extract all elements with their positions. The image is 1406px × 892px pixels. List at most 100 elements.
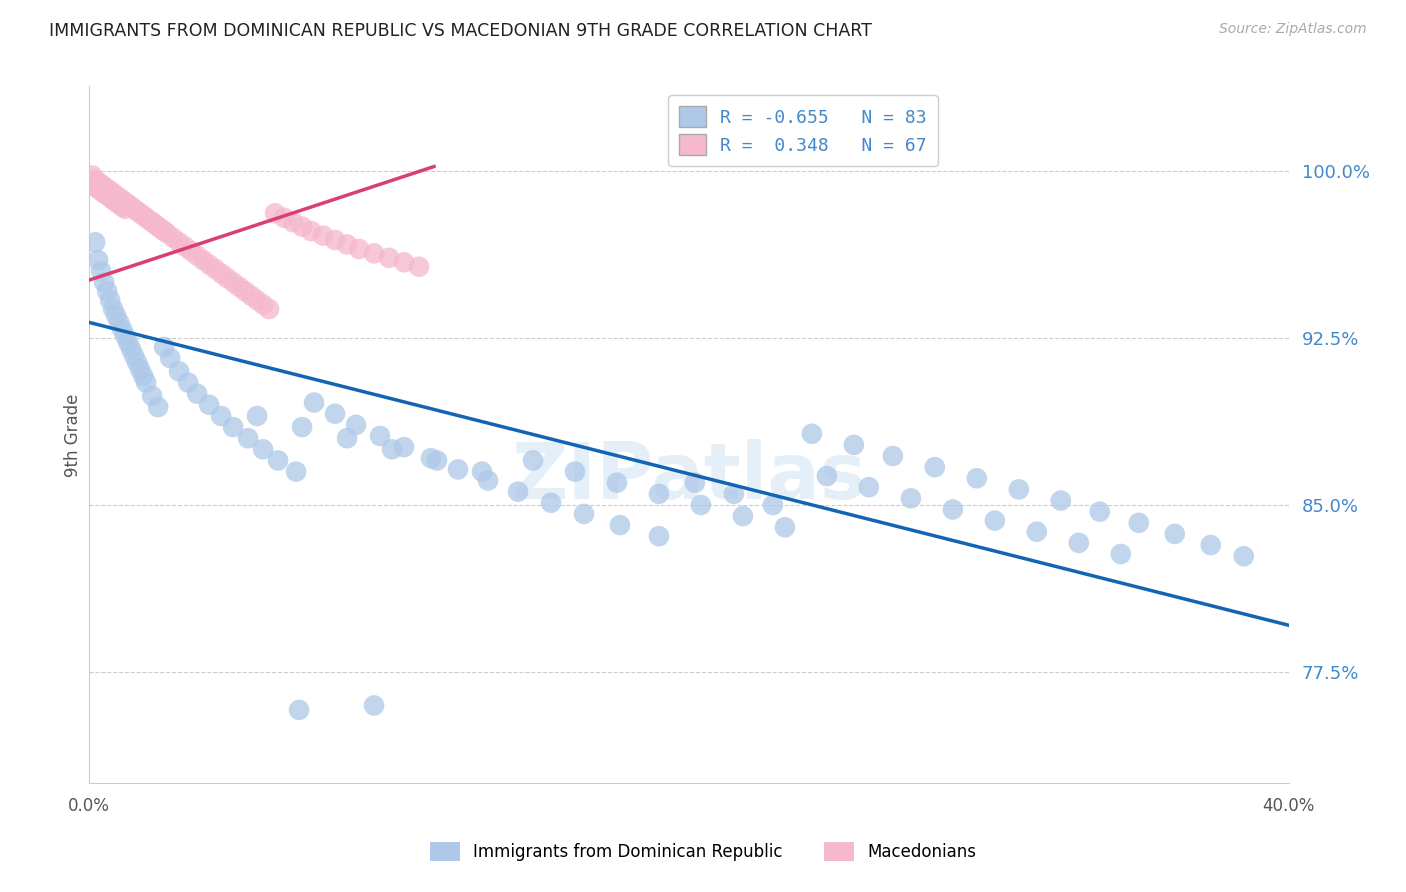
- Point: [336, 237, 359, 252]
- Point: [323, 407, 346, 421]
- Point: [723, 487, 745, 501]
- Point: [167, 235, 190, 250]
- Point: [127, 204, 149, 219]
- Point: [942, 502, 965, 516]
- Point: [138, 213, 160, 227]
- Point: [285, 465, 308, 479]
- Point: [257, 301, 280, 316]
- Text: ZIPatlas: ZIPatlas: [512, 439, 866, 515]
- Point: [132, 209, 155, 223]
- Point: [773, 520, 796, 534]
- Point: [108, 315, 131, 329]
- Point: [1128, 516, 1150, 530]
- Point: [127, 355, 149, 369]
- Point: [858, 480, 880, 494]
- Point: [264, 206, 287, 220]
- Point: [87, 182, 110, 196]
- Point: [273, 211, 295, 225]
- Point: [252, 297, 274, 311]
- Point: [122, 202, 145, 216]
- Point: [246, 293, 269, 307]
- Point: [363, 698, 385, 713]
- Point: [146, 400, 169, 414]
- Point: [984, 514, 1007, 528]
- Point: [1008, 483, 1031, 497]
- Point: [1067, 536, 1090, 550]
- Point: [114, 202, 136, 216]
- Point: [132, 368, 155, 383]
- Point: [1025, 524, 1047, 539]
- Point: [135, 376, 157, 390]
- Point: [240, 288, 263, 302]
- Point: [84, 179, 107, 194]
- Point: [288, 703, 311, 717]
- Point: [1199, 538, 1222, 552]
- Point: [800, 426, 823, 441]
- Point: [209, 409, 232, 423]
- Point: [291, 420, 314, 434]
- Point: [540, 496, 562, 510]
- Point: [815, 469, 838, 483]
- Point: [477, 474, 499, 488]
- Point: [90, 264, 112, 278]
- Text: Source: ZipAtlas.com: Source: ZipAtlas.com: [1219, 22, 1367, 37]
- Point: [98, 293, 121, 307]
- Point: [267, 453, 290, 467]
- Point: [114, 328, 136, 343]
- Point: [381, 442, 404, 457]
- Point: [564, 465, 586, 479]
- Point: [177, 376, 200, 390]
- Point: [233, 284, 256, 298]
- Point: [84, 235, 107, 250]
- Point: [924, 460, 946, 475]
- Point: [96, 188, 118, 202]
- Point: [336, 431, 359, 445]
- Point: [108, 191, 131, 205]
- Point: [98, 191, 121, 205]
- Point: [156, 227, 179, 241]
- Legend: Immigrants from Dominican Republic, Macedonians: Immigrants from Dominican Republic, Mace…: [423, 835, 983, 868]
- Point: [141, 389, 163, 403]
- Point: [228, 279, 250, 293]
- Point: [447, 462, 470, 476]
- Point: [186, 249, 208, 263]
- Point: [141, 215, 163, 229]
- Point: [111, 322, 134, 336]
- Point: [105, 188, 128, 202]
- Point: [87, 175, 110, 189]
- Point: [180, 244, 202, 259]
- Point: [209, 267, 232, 281]
- Point: [900, 491, 922, 506]
- Point: [246, 409, 269, 423]
- Point: [236, 431, 259, 445]
- Point: [117, 197, 139, 211]
- Point: [392, 440, 415, 454]
- Point: [302, 395, 325, 409]
- Point: [609, 518, 631, 533]
- Point: [506, 484, 529, 499]
- Point: [731, 509, 754, 524]
- Point: [162, 231, 184, 245]
- Point: [344, 417, 367, 432]
- Point: [392, 255, 415, 269]
- Point: [471, 465, 494, 479]
- Point: [426, 453, 449, 467]
- Point: [186, 386, 208, 401]
- Point: [966, 471, 988, 485]
- Text: IMMIGRANTS FROM DOMINICAN REPUBLIC VS MACEDONIAN 9TH GRADE CORRELATION CHART: IMMIGRANTS FROM DOMINICAN REPUBLIC VS MA…: [49, 22, 872, 40]
- Point: [648, 529, 671, 543]
- Point: [522, 453, 544, 467]
- Point: [252, 442, 274, 457]
- Point: [93, 276, 115, 290]
- Point: [108, 197, 131, 211]
- Point: [1049, 493, 1071, 508]
- Point: [111, 200, 134, 214]
- Point: [648, 487, 671, 501]
- Point: [222, 276, 245, 290]
- Point: [222, 420, 245, 434]
- Point: [101, 193, 124, 207]
- Point: [93, 186, 115, 201]
- Point: [368, 429, 391, 443]
- Point: [299, 224, 322, 238]
- Point: [572, 507, 595, 521]
